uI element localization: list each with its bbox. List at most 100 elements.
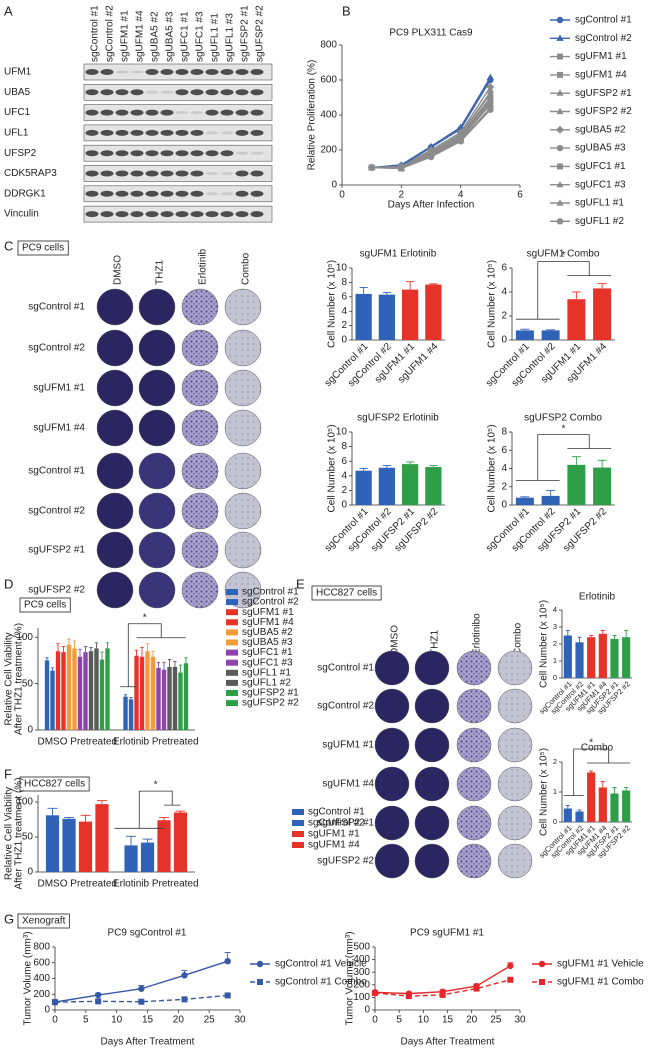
- x-tick-label: 30: [234, 1015, 246, 1026]
- significance-bracket: [120, 623, 186, 688]
- legend-swatch: [226, 619, 238, 626]
- legend-swatch: [292, 820, 304, 826]
- blot-band: [205, 109, 219, 116]
- blot-band: [250, 170, 264, 177]
- blot-band: [235, 89, 249, 96]
- blot-band: [130, 190, 144, 197]
- panel-label: G: [4, 911, 14, 926]
- legend-label: sgUFL1 #1: [242, 667, 291, 678]
- y-tick-label: 1: [553, 787, 557, 796]
- bar: [425, 467, 442, 505]
- colony-well: [224, 369, 262, 407]
- colony-well: [224, 571, 262, 609]
- x-tick-label: 15: [442, 1015, 454, 1026]
- blot-band: [115, 211, 129, 218]
- blot-band: [205, 69, 219, 75]
- blot-band: [250, 69, 264, 75]
- x-tick-label: 25: [490, 1015, 502, 1026]
- blot-band: [115, 150, 129, 157]
- blot-band: [205, 192, 219, 196]
- bar: [172, 666, 178, 730]
- legend-marker: [556, 144, 564, 152]
- y-tick-label: 2: [501, 481, 507, 492]
- bar: [355, 470, 372, 505]
- bar: [61, 652, 66, 730]
- y-tick-label: 100: [353, 992, 370, 1003]
- chart-title: Erlotinib: [579, 592, 616, 603]
- x-tick-label: 4: [458, 190, 464, 201]
- blot-band: [85, 109, 99, 116]
- x-tick-label: 5: [83, 1015, 89, 1026]
- y-tick-label: 3: [553, 622, 557, 631]
- bar: [140, 842, 155, 872]
- legend-marker: [557, 53, 563, 60]
- tag-label: PC9 cells: [22, 243, 64, 254]
- y-tick-label: 400: [353, 954, 370, 965]
- blot-row-label: UFM1: [4, 67, 32, 78]
- colony-well: [181, 531, 219, 569]
- x-tick-label: 20: [173, 1015, 185, 1026]
- colony-well: [497, 843, 533, 879]
- y-axis-label: Relative Cell Viability: [4, 632, 15, 725]
- y-tick-label: 0: [341, 500, 347, 511]
- blot-band: [100, 109, 114, 116]
- colony-well: [138, 369, 176, 407]
- bar: [610, 638, 619, 678]
- x-tick-label: 15: [142, 1015, 154, 1026]
- colony-well: [96, 288, 134, 326]
- y-axis-label: Cell Number (x 10⁵): [327, 424, 338, 512]
- marker: [181, 996, 188, 1003]
- colony-well: [96, 531, 134, 569]
- blot-band: [130, 70, 144, 74]
- chart-title: Combo: [581, 743, 614, 754]
- legend-label: sgUFM1 #4: [242, 617, 294, 628]
- bar: [44, 660, 50, 730]
- blot-band: [175, 190, 189, 197]
- y-tick-label: 10: [336, 263, 348, 274]
- row-label: sgUFSP2 #1: [28, 545, 85, 556]
- colony-well: [181, 571, 219, 609]
- colony-well: [414, 727, 450, 763]
- x-tick-label: 20: [466, 1015, 478, 1026]
- colony-well: [374, 727, 410, 763]
- blot-band: [160, 211, 174, 218]
- colony-well: [374, 843, 410, 879]
- y-tick-label: 10: [336, 427, 348, 438]
- colony-well: [96, 452, 134, 490]
- blot-band: [220, 211, 234, 218]
- row-label: sgControl #1: [28, 466, 85, 477]
- bar: [401, 464, 419, 505]
- legend-label: sgUBA5 #2: [575, 124, 626, 135]
- colony-well: [224, 531, 262, 569]
- legend-label: sgUFM1 #1 Vehicle: [557, 959, 644, 970]
- legend-label: sgControl #1: [242, 587, 299, 598]
- marker: [473, 985, 480, 992]
- blot-row-label: UFC1: [4, 107, 31, 118]
- tag-label: HCC827 cells: [24, 779, 85, 790]
- lane-label: sgUFSP2 #2: [255, 5, 266, 62]
- blot-band: [115, 109, 129, 116]
- bar: [94, 648, 99, 730]
- x-tick-label: 30: [514, 1015, 526, 1026]
- blot-band: [220, 109, 234, 116]
- column-label: THZ1: [155, 260, 166, 285]
- colony-well: [456, 766, 492, 802]
- colony-well: [138, 409, 176, 447]
- blot-band: [115, 129, 129, 136]
- column-label: DMSO: [113, 255, 124, 285]
- x-tick-label: 2: [399, 190, 405, 201]
- colony-well: [96, 571, 134, 609]
- y-tick-label: 800: [33, 942, 50, 953]
- blot-band: [100, 89, 114, 96]
- lane-label: sgUFSP2 #1: [240, 5, 251, 62]
- blot-band: [115, 89, 129, 96]
- legend-swatch: [226, 669, 238, 676]
- marker: [427, 153, 435, 161]
- legend-swatch: [226, 639, 238, 646]
- row-label: sgControl #2: [317, 701, 374, 712]
- panel-label: E: [296, 576, 305, 591]
- lane-label: sgUBA5 #2: [150, 11, 161, 62]
- legend-label: sgUFL1 #2: [575, 216, 624, 227]
- y-axis-label: After THZ1 treatment (%): [14, 623, 25, 735]
- bar: [355, 293, 372, 340]
